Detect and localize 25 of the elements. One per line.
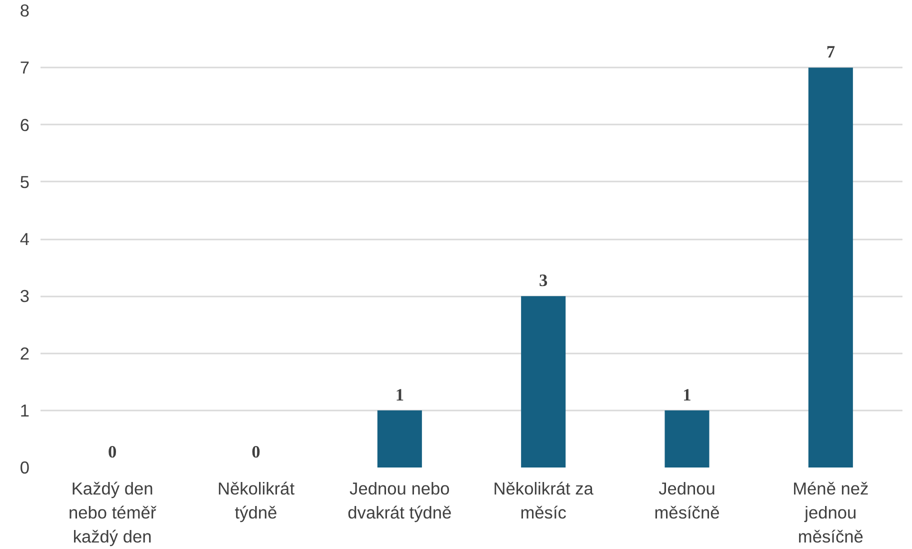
- y-tick-label: 5: [20, 172, 30, 192]
- y-tick-label: 1: [20, 400, 30, 420]
- data-label: 1: [395, 385, 404, 404]
- x-tick-label: Několikrát týdně: [217, 478, 295, 522]
- data-label: 1: [682, 385, 692, 404]
- data-label: 3: [539, 271, 548, 290]
- y-tick-label: 0: [20, 458, 30, 478]
- bar: [377, 410, 422, 468]
- x-tick-label: Jednou měsíčně: [654, 478, 720, 522]
- bar: [664, 410, 710, 468]
- data-label: 7: [826, 42, 836, 62]
- y-tick-label: 3: [20, 286, 30, 306]
- y-tick-label: 8: [20, 0, 30, 20]
- x-tick-label: Jednou nebo dvakrát týdně: [348, 478, 452, 522]
- bar: [808, 68, 853, 468]
- x-tick-label: Několikrát za měsíc: [493, 478, 594, 522]
- y-tick-label: 2: [20, 343, 30, 364]
- bar: [521, 296, 566, 468]
- y-tick-label: 4: [20, 229, 30, 249]
- y-tick-label: 7: [20, 58, 30, 78]
- y-tick-label: 6: [20, 114, 30, 135]
- x-tick-label: Každý den nebo téměř každý den: [68, 478, 158, 546]
- x-tick-label: Méně než jednou měsíčně: [792, 478, 869, 546]
- data-label: 0: [252, 442, 260, 462]
- data-label: 0: [108, 442, 117, 462]
